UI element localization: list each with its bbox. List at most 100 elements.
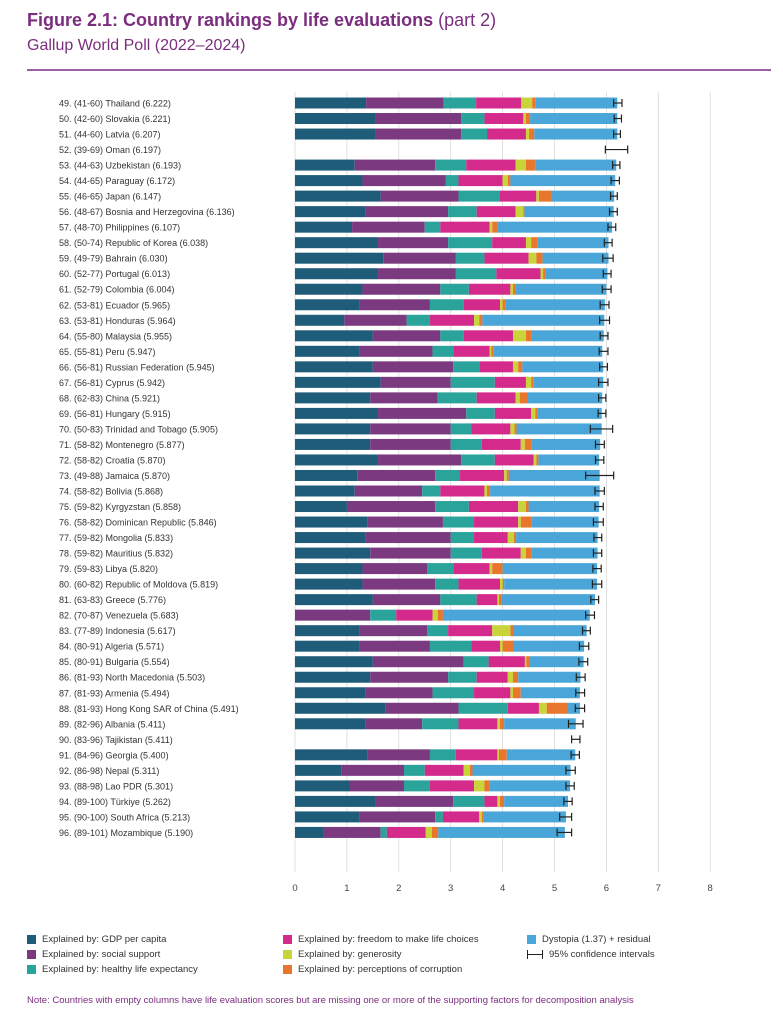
x-tick-label: 0 [292, 883, 297, 894]
row-label: 81. (63-83) Greece (5.776) [59, 595, 166, 605]
confidence-interval [570, 750, 581, 759]
row-label: 90. (83-96) Tajikistan (5.411) [59, 735, 173, 745]
row-label: 54. (44-65) Paraguay (6.172) [59, 176, 175, 186]
bar-segment [362, 578, 436, 590]
bar-segment [537, 407, 602, 419]
bar-segment [520, 516, 532, 528]
confidence-interval [607, 223, 617, 232]
bar-segment [526, 392, 603, 404]
confidence-interval [578, 657, 589, 666]
bar-segment [488, 656, 525, 668]
bar-segment [476, 594, 498, 606]
bar-segment [531, 237, 538, 249]
bar-segment [295, 516, 368, 528]
bar-segment [502, 578, 505, 590]
bar-segment [518, 361, 523, 373]
bar-segment [516, 423, 602, 435]
bar-segment [295, 376, 381, 388]
bar-segment [484, 795, 498, 807]
legend-label: Explained by: generosity [298, 949, 402, 960]
confidence-interval [585, 611, 596, 620]
bar-segment [429, 780, 475, 792]
confidence-interval [594, 440, 605, 449]
bar-segment [528, 501, 600, 513]
legend-item-gdp: Explained by: GDP per capita [27, 934, 166, 945]
bar-segment [521, 97, 533, 109]
row-label: 94. (89-100) Türkiye (5.262) [59, 797, 171, 807]
bar-segment [378, 237, 449, 249]
x-tick-label: 3 [448, 883, 453, 894]
bar-segment [500, 190, 537, 202]
bar-segment [498, 594, 502, 606]
bar-segment [502, 175, 508, 187]
row-label: 76. (58-82) Dominican Republic (5.846) [59, 518, 217, 528]
confidence-interval [575, 688, 586, 697]
bar-segment [429, 299, 464, 311]
row-label: 82. (70-87) Venezuela (5.683) [59, 611, 179, 621]
bar-segment [354, 159, 436, 171]
bar-segment [435, 159, 467, 171]
bar-segment [295, 299, 360, 311]
bar-segment [502, 299, 506, 311]
bar-segment [525, 330, 532, 342]
bar-segment [453, 361, 480, 373]
confidence-interval [567, 719, 584, 728]
bar-segment [483, 811, 566, 823]
row-label: 65. (55-81) Peru (5.947) [59, 347, 156, 357]
bar-segment [375, 795, 454, 807]
bar-segment [533, 376, 604, 388]
bar-segment [295, 314, 345, 326]
bar-segment [453, 563, 490, 575]
bar-segment [295, 113, 376, 125]
bar-segment [524, 656, 527, 668]
bar-segment [422, 485, 441, 497]
confidence-interval [592, 518, 604, 527]
bar-segment [380, 376, 451, 388]
bar-segment [518, 501, 526, 513]
bar-segment [378, 454, 462, 466]
row-label: 86. (81-93) North Macedonia (5.503) [59, 673, 205, 683]
bar-segment [546, 702, 568, 714]
bar-segment [497, 795, 501, 807]
confidence-interval [599, 362, 609, 371]
x-tick-label: 8 [708, 883, 713, 894]
confidence-interval [598, 347, 609, 356]
bar-segment [481, 547, 521, 559]
bar-segment [378, 407, 467, 419]
bar-segment [295, 671, 371, 683]
confidence-interval [597, 409, 607, 418]
bar-segment [471, 640, 501, 652]
bar-segment [540, 268, 544, 280]
bar-segment [406, 314, 430, 326]
bar-segment [359, 345, 433, 357]
bar-segment [427, 625, 449, 637]
bar-segment [551, 190, 615, 202]
bar-segment [367, 749, 430, 761]
footnote: Note: Countries with empty columns have … [27, 995, 634, 1006]
bar-segment [463, 656, 489, 668]
confidence-interval [578, 642, 590, 651]
bar-segment [460, 469, 505, 481]
bar-segment [435, 578, 459, 590]
ci-whisker-icon [527, 950, 543, 959]
bar-segment [489, 221, 493, 233]
bar-segment [519, 392, 527, 404]
bar-segment [525, 237, 532, 249]
bar-segment [366, 97, 444, 109]
bar-segment [448, 625, 493, 637]
bar-segment [461, 113, 485, 125]
bar-segment [443, 97, 477, 109]
bar-segment [295, 795, 376, 807]
bar-segment [442, 516, 475, 528]
confidence-interval [594, 502, 604, 511]
bar-segment [442, 609, 590, 621]
bar-segment [463, 330, 513, 342]
row-label: 85. (80-91) Bulgaria (5.554) [59, 657, 170, 667]
bar-segment [474, 532, 508, 544]
confidence-interval [602, 269, 612, 278]
bar-segment [502, 563, 598, 575]
bar-segment [514, 423, 517, 435]
legend-swatch [527, 935, 536, 944]
confidence-interval [594, 455, 605, 464]
bar-segment [492, 237, 526, 249]
